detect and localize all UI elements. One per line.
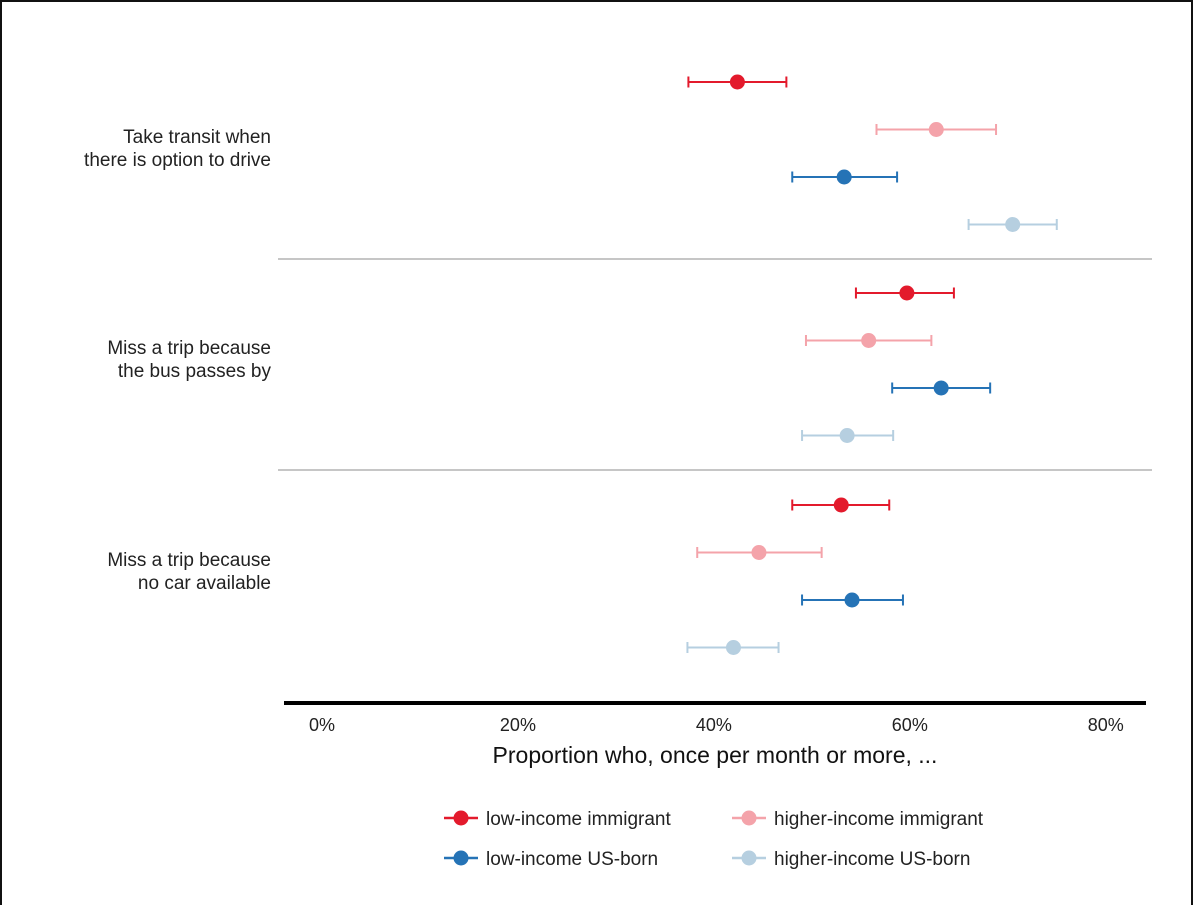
x-tick-label-80: 80% — [1088, 715, 1124, 735]
point-low-income-immigrant-2 — [899, 285, 915, 301]
category-label-2-line-2: the bus passes by — [118, 361, 272, 382]
category-label-1-line-1: Take transit when — [123, 127, 271, 148]
x-tick-label-20: 20% — [500, 715, 536, 735]
point-higher-income-immigrant-2 — [861, 333, 877, 348]
legend-marker-low-income-us-born — [453, 850, 469, 866]
point-higher-income-us-born-1 — [1005, 217, 1021, 232]
legend-label-low-income-us-born: low-income US-born — [486, 849, 658, 870]
category-label-3-line-1: Miss a trip because — [107, 550, 271, 571]
x-tick-label-60: 60% — [892, 715, 928, 735]
x-axis-title: Proportion who, once per month or more, … — [493, 742, 938, 768]
point-low-income-immigrant-1 — [729, 74, 745, 90]
category-label-2-line-1: Miss a trip because — [107, 338, 271, 359]
legend-label-higher-income-us-born: higher-income US-born — [774, 849, 970, 870]
point-higher-income-immigrant-3 — [751, 545, 767, 560]
x-tick-label-0: 0% — [309, 715, 335, 735]
legend-label-higher-income-immigrant: higher-income immigrant — [774, 809, 984, 830]
point-higher-income-immigrant-1 — [928, 122, 944, 137]
category-label-1-line-2: there is option to drive — [84, 150, 271, 171]
category-label-3-line-2: no car available — [138, 573, 271, 594]
legend-marker-low-income-immigrant — [453, 810, 469, 826]
point-low-income-us-born-3 — [844, 592, 860, 608]
point-higher-income-us-born-3 — [725, 640, 741, 655]
x-tick-label-40: 40% — [696, 715, 732, 735]
point-low-income-us-born-1 — [836, 169, 852, 185]
legend-marker-higher-income-us-born — [741, 850, 757, 866]
point-higher-income-us-born-2 — [839, 428, 855, 443]
point-low-income-us-born-2 — [933, 380, 949, 396]
legend-marker-higher-income-immigrant — [741, 810, 757, 826]
point-low-income-immigrant-3 — [833, 497, 849, 513]
legend-label-low-income-immigrant: low-income immigrant — [486, 809, 671, 830]
